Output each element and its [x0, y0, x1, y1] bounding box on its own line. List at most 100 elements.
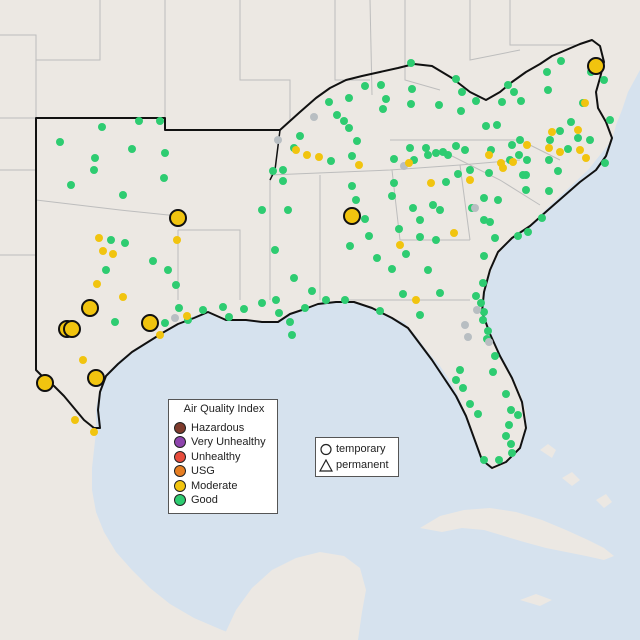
good-monitor[interactable]: [491, 234, 499, 242]
good-monitor[interactable]: [345, 94, 353, 102]
good-monitor[interactable]: [479, 316, 487, 324]
moderate-monitor[interactable]: [427, 179, 435, 187]
good-monitor[interactable]: [376, 307, 384, 315]
good-monitor[interactable]: [494, 196, 502, 204]
moderate-monitor[interactable]: [99, 247, 107, 255]
good-monitor[interactable]: [508, 449, 516, 457]
good-monitor[interactable]: [161, 319, 169, 327]
good-monitor[interactable]: [480, 456, 488, 464]
good-monitor[interactable]: [432, 236, 440, 244]
moderate-monitor[interactable]: [119, 293, 127, 301]
moderate-monitor[interactable]: [303, 151, 311, 159]
moderate-monitor[interactable]: [499, 164, 507, 172]
good-monitor[interactable]: [474, 410, 482, 418]
good-monitor[interactable]: [480, 252, 488, 260]
good-monitor[interactable]: [269, 167, 277, 175]
good-monitor[interactable]: [424, 266, 432, 274]
moderate-temporary-monitor[interactable]: [343, 207, 361, 225]
moderate-temporary-monitor[interactable]: [87, 369, 105, 387]
moderate-monitor[interactable]: [523, 141, 531, 149]
moderate-monitor[interactable]: [292, 146, 300, 154]
good-monitor[interactable]: [172, 281, 180, 289]
good-monitor[interactable]: [407, 100, 415, 108]
good-monitor[interactable]: [600, 76, 608, 84]
good-monitor[interactable]: [557, 57, 565, 65]
good-monitor[interactable]: [284, 206, 292, 214]
moderate-monitor[interactable]: [485, 151, 493, 159]
nodata-monitor[interactable]: [471, 204, 479, 212]
good-monitor[interactable]: [480, 194, 488, 202]
good-monitor[interactable]: [457, 107, 465, 115]
good-monitor[interactable]: [472, 292, 480, 300]
good-monitor[interactable]: [352, 196, 360, 204]
good-monitor[interactable]: [416, 216, 424, 224]
good-monitor[interactable]: [436, 289, 444, 297]
good-monitor[interactable]: [544, 86, 552, 94]
good-monitor[interactable]: [502, 390, 510, 398]
good-monitor[interactable]: [424, 151, 432, 159]
moderate-monitor[interactable]: [548, 128, 556, 136]
good-monitor[interactable]: [456, 366, 464, 374]
good-monitor[interactable]: [408, 85, 416, 93]
good-monitor[interactable]: [516, 136, 524, 144]
good-monitor[interactable]: [498, 98, 506, 106]
good-monitor[interactable]: [56, 138, 64, 146]
good-monitor[interactable]: [390, 155, 398, 163]
good-monitor[interactable]: [225, 313, 233, 321]
good-monitor[interactable]: [502, 432, 510, 440]
good-monitor[interactable]: [508, 141, 516, 149]
moderate-monitor[interactable]: [581, 99, 589, 107]
good-monitor[interactable]: [322, 296, 330, 304]
moderate-monitor[interactable]: [466, 176, 474, 184]
nodata-monitor[interactable]: [464, 333, 472, 341]
good-monitor[interactable]: [377, 81, 385, 89]
good-monitor[interactable]: [348, 152, 356, 160]
good-monitor[interactable]: [504, 81, 512, 89]
good-monitor[interactable]: [290, 274, 298, 282]
good-monitor[interactable]: [135, 117, 143, 125]
good-monitor[interactable]: [507, 406, 515, 414]
good-monitor[interactable]: [395, 225, 403, 233]
nodata-monitor[interactable]: [485, 338, 493, 346]
moderate-temporary-monitor[interactable]: [81, 299, 99, 317]
good-monitor[interactable]: [480, 216, 488, 224]
good-monitor[interactable]: [128, 145, 136, 153]
good-monitor[interactable]: [67, 181, 75, 189]
good-monitor[interactable]: [480, 308, 488, 316]
good-monitor[interactable]: [325, 98, 333, 106]
nodata-monitor[interactable]: [310, 113, 318, 121]
good-monitor[interactable]: [365, 232, 373, 240]
good-monitor[interactable]: [482, 122, 490, 130]
good-monitor[interactable]: [340, 117, 348, 125]
moderate-monitor[interactable]: [93, 280, 101, 288]
good-monitor[interactable]: [484, 327, 492, 335]
moderate-monitor[interactable]: [95, 234, 103, 242]
good-monitor[interactable]: [107, 236, 115, 244]
good-monitor[interactable]: [458, 88, 466, 96]
moderate-monitor[interactable]: [576, 146, 584, 154]
good-monitor[interactable]: [345, 124, 353, 132]
moderate-monitor[interactable]: [315, 153, 323, 161]
good-monitor[interactable]: [554, 167, 562, 175]
good-monitor[interactable]: [388, 265, 396, 273]
good-monitor[interactable]: [556, 127, 564, 135]
nodata-monitor[interactable]: [274, 136, 282, 144]
good-monitor[interactable]: [333, 111, 341, 119]
good-monitor[interactable]: [479, 279, 487, 287]
good-monitor[interactable]: [543, 68, 551, 76]
good-monitor[interactable]: [119, 191, 127, 199]
good-monitor[interactable]: [510, 88, 518, 96]
good-monitor[interactable]: [452, 75, 460, 83]
good-monitor[interactable]: [514, 232, 522, 240]
moderate-temporary-monitor[interactable]: [36, 374, 54, 392]
good-monitor[interactable]: [361, 82, 369, 90]
good-monitor[interactable]: [275, 309, 283, 317]
good-monitor[interactable]: [507, 440, 515, 448]
good-monitor[interactable]: [121, 239, 129, 247]
good-monitor[interactable]: [258, 299, 266, 307]
moderate-monitor[interactable]: [450, 229, 458, 237]
good-monitor[interactable]: [452, 142, 460, 150]
good-monitor[interactable]: [517, 97, 525, 105]
good-monitor[interactable]: [574, 134, 582, 142]
good-monitor[interactable]: [111, 318, 119, 326]
